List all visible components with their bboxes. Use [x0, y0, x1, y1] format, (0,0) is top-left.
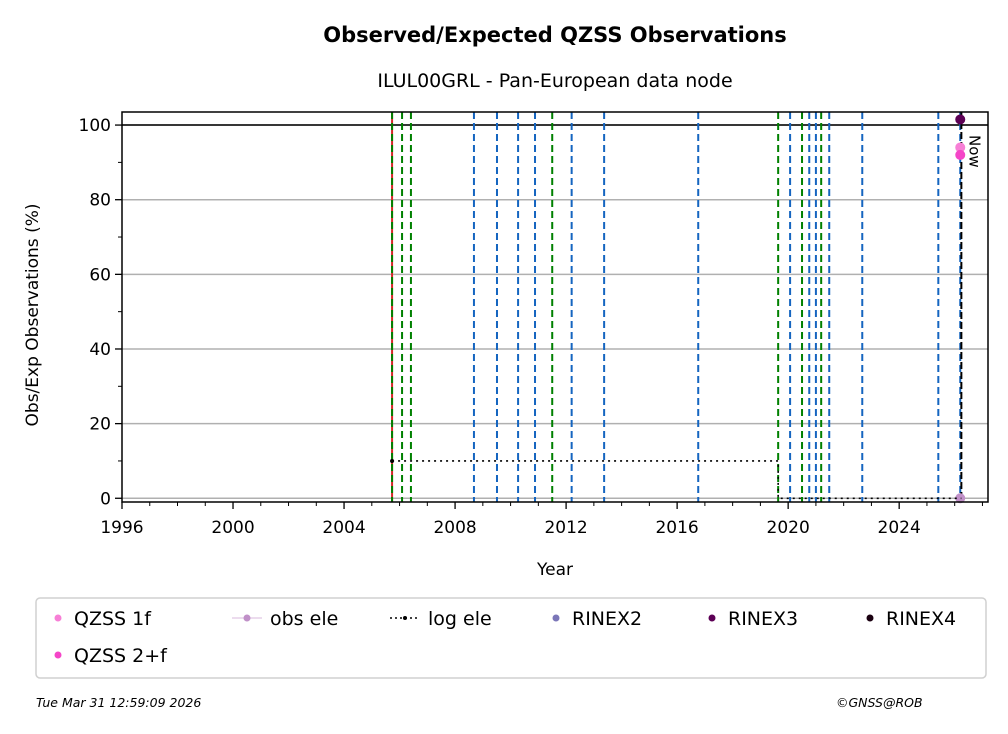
chart-subtitle: ILUL00GRL - Pan-European data node: [377, 70, 732, 92]
series-point-rinex3: [955, 114, 966, 125]
legend-marker-qzss-2-f: [54, 651, 62, 659]
chart-title: Observed/Expected QZSS Observations: [323, 23, 787, 47]
legend-label-obs-ele: obs ele: [270, 608, 338, 630]
legend-label-qzss-2-f: QZSS 2+f: [74, 645, 168, 667]
legend: QZSS 1f QZSS 2+f obs ele log ele RINEX2 RINEX…: [35, 597, 987, 679]
legend-label-rinex2: RINEX2: [572, 608, 642, 630]
legend-marker-rinex3: [708, 614, 716, 622]
series-log-ele-line: [392, 460, 962, 500]
legend-marker-rinex4: [866, 614, 874, 622]
x-tick-label: 2024: [878, 518, 921, 538]
x-tick-label: 2012: [544, 518, 587, 538]
legend-box: [35, 597, 987, 679]
legend-label-rinex4: RINEX4: [886, 608, 956, 630]
y-tick-label: 100: [79, 116, 111, 136]
plot-area: 0 20 40 60 80 100 1996 2000 2004 2008 2012 2016 2020…: [79, 111, 989, 538]
axes-frame: [121, 111, 989, 503]
x-tick-label: 2004: [322, 518, 365, 538]
x-axis-label: Year: [536, 560, 573, 580]
credit: ©GNSS@ROB: [836, 695, 923, 710]
y-tick-label: 80: [89, 191, 111, 211]
y-tick-label: 20: [89, 415, 111, 435]
x-tick-label: 2020: [767, 518, 810, 538]
y-tick-label: 40: [89, 340, 111, 360]
legend-marker-rinex2: [552, 614, 560, 622]
legend-marker-qzss-1f: [54, 614, 62, 622]
legend-marker-dot-log-ele: [403, 616, 407, 620]
legend-label-log-ele: log ele: [428, 608, 492, 630]
y-tick-label: 0: [100, 489, 111, 509]
series-point-obs-ele: [955, 493, 966, 504]
now-label: Now: [965, 135, 983, 168]
x-tick-label: 2000: [211, 518, 254, 538]
x-tick-label: 2008: [433, 518, 476, 538]
legend-marker-dot-obs-ele: [243, 614, 251, 622]
x-tick-label: 1996: [100, 518, 143, 538]
legend-label-qzss-1f: QZSS 1f: [74, 608, 152, 630]
series-point-qzss-2-f: [955, 149, 966, 160]
series-log-ele-point: [390, 458, 395, 463]
timestamp: Tue Mar 31 12:59:09 2026: [36, 695, 202, 710]
x-tick-label: 2016: [655, 518, 698, 538]
y-tick-label: 60: [89, 265, 111, 285]
series-point-qzss-1f: [955, 142, 966, 153]
y-axis-label: Obs/Exp Observations (%): [23, 204, 43, 427]
legend-label-rinex3: RINEX3: [728, 608, 798, 630]
